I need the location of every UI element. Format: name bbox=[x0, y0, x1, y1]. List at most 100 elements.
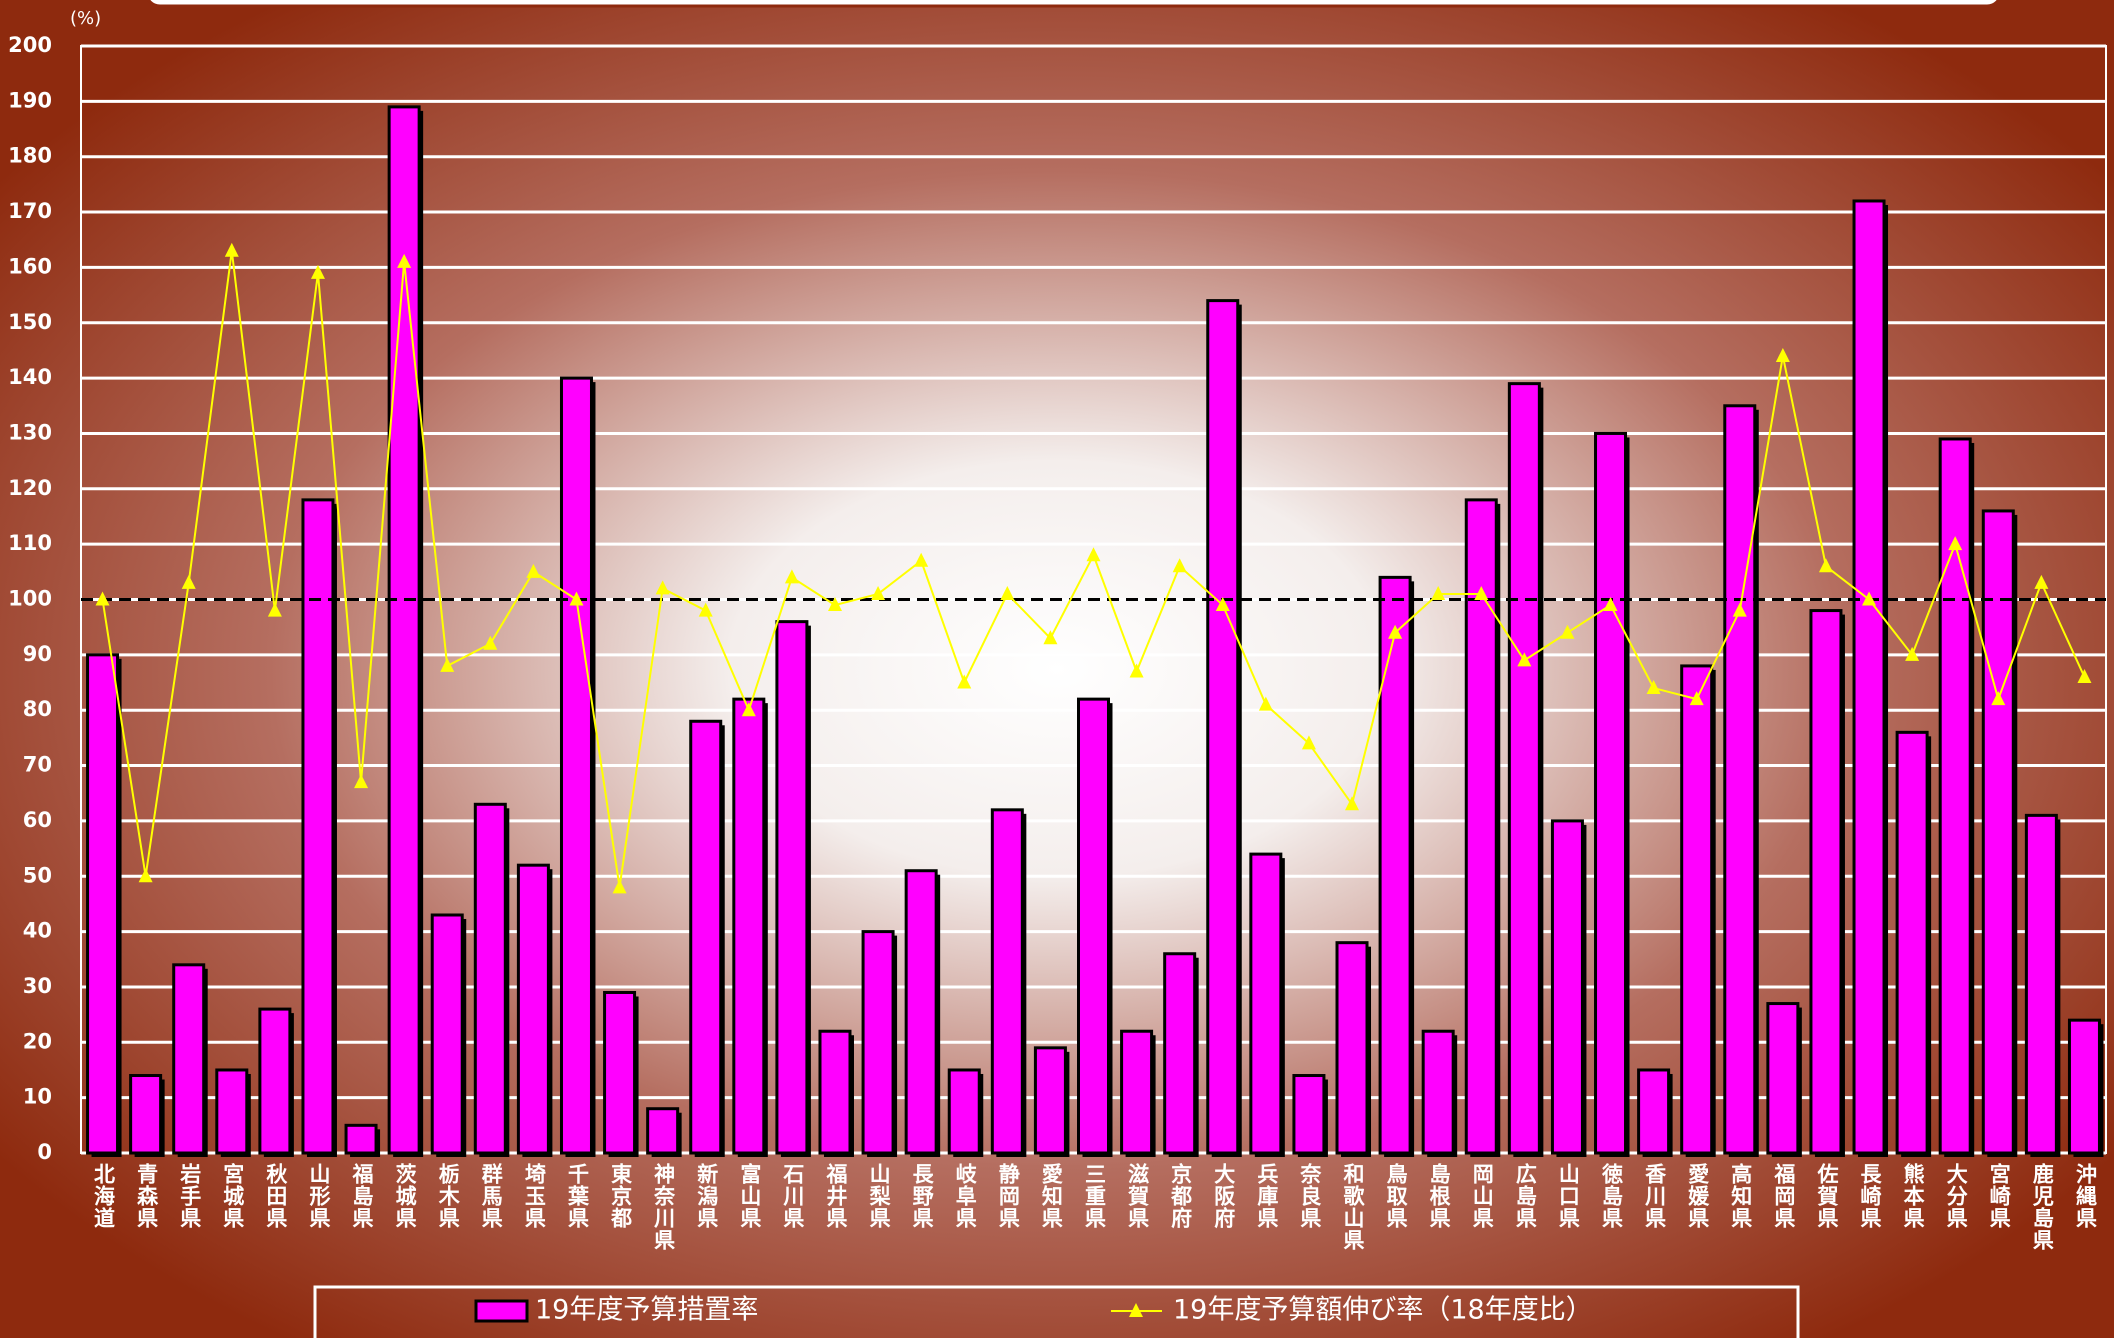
line-marker bbox=[1086, 547, 1101, 562]
title-frame bbox=[146, 0, 2001, 8]
x-tick-label: 新潟県 bbox=[695, 1162, 719, 1229]
bar bbox=[1981, 509, 2015, 1155]
line-marker bbox=[1431, 585, 1446, 600]
bar bbox=[1550, 819, 1584, 1155]
y-tick-label: 150 bbox=[8, 310, 52, 334]
line-marker bbox=[784, 569, 799, 584]
y-tick-label: 60 bbox=[23, 808, 52, 832]
line-marker bbox=[95, 591, 110, 606]
x-tick-label: 沖縄県 bbox=[2073, 1163, 2097, 1229]
line-marker bbox=[655, 580, 670, 595]
line-marker bbox=[526, 563, 541, 578]
line-marker bbox=[1043, 630, 1058, 645]
x-tick-label: 青森県 bbox=[135, 1163, 159, 1229]
line-marker bbox=[1474, 585, 1489, 600]
x-tick-label: 佐賀県 bbox=[1815, 1162, 1840, 1229]
line-marker bbox=[1129, 663, 1144, 678]
x-tick-label: 岡山県 bbox=[1470, 1163, 1494, 1229]
bar bbox=[1637, 1068, 1671, 1155]
line-marker bbox=[1345, 796, 1360, 811]
line-marker bbox=[741, 702, 756, 717]
y-tick-label: 110 bbox=[8, 531, 52, 555]
line-marker bbox=[440, 657, 455, 672]
y-tick-label: 130 bbox=[8, 420, 52, 444]
line-marker bbox=[1862, 591, 1877, 606]
x-tick-label: 長野県 bbox=[910, 1163, 934, 1229]
x-tick-label: 兵庫県 bbox=[1255, 1162, 1279, 1229]
x-tick-label: 岩手県 bbox=[178, 1162, 203, 1229]
bar bbox=[1895, 730, 1929, 1155]
legend-label: 19年度予算措置率 bbox=[535, 1295, 758, 1326]
y-tick-label: 90 bbox=[23, 642, 52, 666]
bar bbox=[1292, 1074, 1326, 1155]
line-marker bbox=[1258, 696, 1273, 711]
line-marker bbox=[354, 774, 369, 789]
bar bbox=[1335, 941, 1369, 1155]
y-unit-label: (%) bbox=[70, 8, 101, 29]
bar bbox=[1852, 199, 1886, 1155]
y-tick-label: 180 bbox=[8, 144, 52, 168]
y-tick-label: 40 bbox=[23, 919, 52, 943]
bar bbox=[1680, 664, 1714, 1155]
line-marker bbox=[267, 602, 282, 617]
line-marker bbox=[1603, 597, 1618, 612]
bar bbox=[172, 963, 206, 1155]
legend-swatch bbox=[474, 1299, 529, 1323]
line-marker bbox=[1646, 680, 1661, 695]
bar bbox=[1594, 431, 1628, 1155]
line-marker bbox=[698, 602, 713, 617]
x-tick-label: 京都府 bbox=[1169, 1162, 1194, 1229]
x-tick-label: 奈良県 bbox=[1298, 1162, 1323, 1229]
x-tick-label: 熊本県 bbox=[1901, 1162, 1925, 1229]
y-tick-label: 190 bbox=[8, 88, 52, 112]
bar bbox=[732, 697, 766, 1155]
y-tick-label: 100 bbox=[8, 587, 52, 611]
y-tick-label: 0 bbox=[37, 1140, 52, 1164]
x-tick-label: 東京都 bbox=[609, 1163, 634, 1229]
x-tick-label: 福井県 bbox=[824, 1163, 849, 1229]
x-tick-label: 石川県 bbox=[781, 1163, 806, 1229]
bar bbox=[1809, 609, 1843, 1155]
line-marker bbox=[397, 253, 412, 268]
x-tick-label: 鳥取県 bbox=[1384, 1162, 1408, 1229]
x-tick-label: 広島県 bbox=[1513, 1162, 1537, 1229]
x-tick-label: 静岡県 bbox=[996, 1162, 1020, 1229]
bar bbox=[1723, 404, 1757, 1155]
x-tick-label: 島根県 bbox=[1427, 1162, 1451, 1229]
bar bbox=[559, 376, 593, 1155]
y-tick-label: 80 bbox=[23, 697, 52, 721]
bar bbox=[603, 990, 637, 1155]
bar bbox=[387, 105, 421, 1155]
bar bbox=[258, 1007, 292, 1155]
x-tick-label: 福島県 bbox=[350, 1163, 375, 1229]
y-tick-label: 20 bbox=[23, 1029, 52, 1053]
x-tick-label: 滋賀県 bbox=[1126, 1162, 1151, 1229]
y-tick-label: 160 bbox=[8, 254, 52, 278]
x-tick-label: 埼玉県 bbox=[522, 1163, 546, 1229]
legend bbox=[313, 1285, 1800, 1338]
y-tick-label: 30 bbox=[23, 974, 52, 998]
bar bbox=[1120, 1029, 1154, 1155]
x-tick-label: 和歌山県 bbox=[1341, 1163, 1365, 1251]
x-tick-label: 山口県 bbox=[1556, 1163, 1580, 1229]
x-tick-label: 富山県 bbox=[738, 1162, 762, 1229]
y-tick-label: 170 bbox=[8, 199, 52, 223]
line-marker bbox=[1689, 691, 1704, 706]
x-tick-label: 栃木県 bbox=[436, 1162, 461, 1229]
line-marker bbox=[1388, 624, 1403, 639]
bar bbox=[1766, 1002, 1800, 1155]
bar bbox=[1033, 1046, 1067, 1155]
y-tick-label: 70 bbox=[23, 753, 52, 777]
bar bbox=[473, 802, 507, 1155]
bar bbox=[516, 863, 550, 1155]
bar bbox=[344, 1123, 378, 1155]
x-tick-label: 茨城県 bbox=[393, 1162, 417, 1229]
bar bbox=[1507, 382, 1541, 1155]
x-tick-label: 徳島県 bbox=[1600, 1162, 1625, 1229]
bar bbox=[947, 1068, 981, 1155]
line-marker bbox=[2077, 668, 2092, 683]
x-tick-label: 秋田県 bbox=[264, 1163, 288, 1229]
bar bbox=[301, 498, 335, 1155]
line-marker bbox=[1301, 735, 1316, 750]
y-tick-label: 50 bbox=[23, 863, 52, 887]
